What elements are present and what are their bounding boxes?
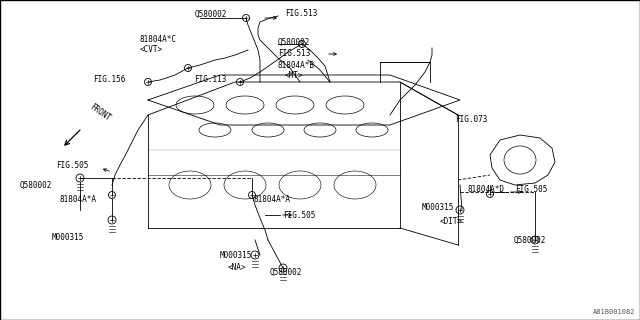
- Text: FIG.513: FIG.513: [278, 50, 310, 59]
- Text: M000315: M000315: [422, 204, 454, 212]
- Text: Q580002: Q580002: [195, 10, 227, 19]
- Text: Q580002: Q580002: [278, 37, 310, 46]
- Text: <MT>: <MT>: [285, 71, 303, 81]
- Text: <NA>: <NA>: [228, 262, 246, 271]
- Text: 81804A*A: 81804A*A: [60, 196, 97, 204]
- Text: <CVT>: <CVT>: [140, 45, 163, 54]
- Text: M000315: M000315: [220, 251, 252, 260]
- Text: FIG.505: FIG.505: [283, 211, 316, 220]
- Text: A81B001082: A81B001082: [593, 309, 635, 315]
- Text: Q580002: Q580002: [270, 268, 302, 276]
- Text: 81804A*B: 81804A*B: [278, 61, 315, 70]
- Text: FIG.156: FIG.156: [93, 76, 125, 84]
- Text: FRONT: FRONT: [88, 102, 112, 123]
- Text: 81804A*A: 81804A*A: [253, 196, 290, 204]
- Text: FIG.505: FIG.505: [515, 186, 547, 195]
- Text: Q580002: Q580002: [514, 236, 547, 244]
- Text: FIG.073: FIG.073: [455, 116, 488, 124]
- Text: FIG.505: FIG.505: [56, 161, 88, 170]
- Text: 81804A*C: 81804A*C: [140, 36, 177, 44]
- Text: FIG.113: FIG.113: [194, 76, 227, 84]
- Text: <DIT>: <DIT>: [440, 218, 463, 227]
- Text: M000315: M000315: [52, 234, 84, 243]
- Text: FIG.513: FIG.513: [285, 10, 317, 19]
- Text: 81804A*D: 81804A*D: [468, 186, 505, 195]
- Text: Q580002: Q580002: [20, 180, 52, 189]
